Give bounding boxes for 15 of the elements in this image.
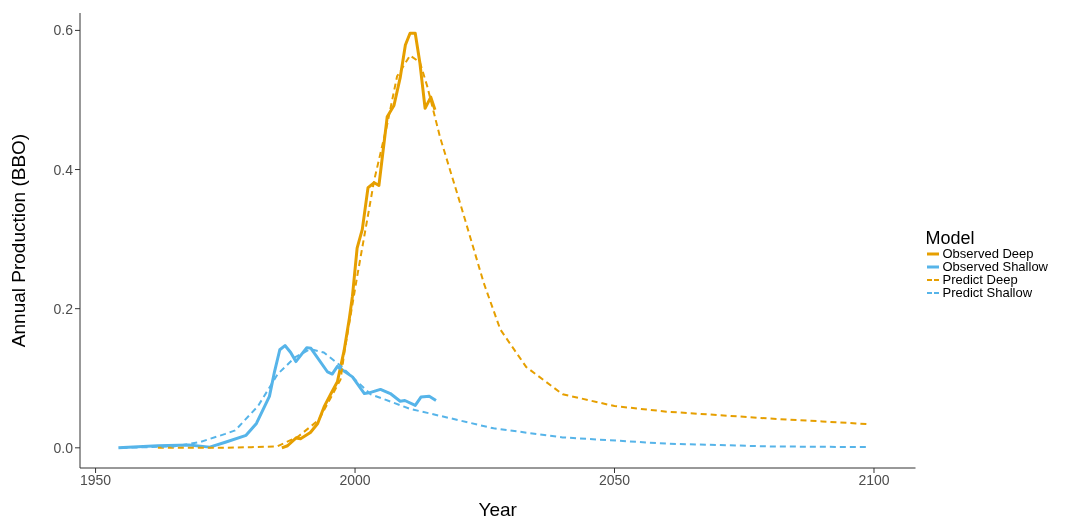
- y-tick-label: 0.4: [53, 161, 74, 178]
- y-tick-label: 0.2: [53, 300, 74, 317]
- x-axis-title: Year: [478, 499, 518, 520]
- legend-label: Observed Shallow: [942, 259, 1048, 274]
- legend-label: Predict Deep: [942, 272, 1018, 287]
- x-tick-label: 2000: [339, 471, 371, 488]
- x-tick-label: 2100: [858, 471, 890, 488]
- y-axis-title: Annual Production (BBO): [7, 133, 29, 348]
- x-tick-label: 1950: [79, 471, 112, 488]
- y-tick-label: 0.6: [53, 22, 74, 39]
- legend-title: Model: [925, 228, 976, 248]
- legend-label: Predict Shallow: [942, 285, 1033, 300]
- x-tick-label: 2050: [598, 471, 631, 488]
- y-tick-label: 0.0: [53, 439, 74, 456]
- legend-label: Observed Deep: [942, 246, 1034, 261]
